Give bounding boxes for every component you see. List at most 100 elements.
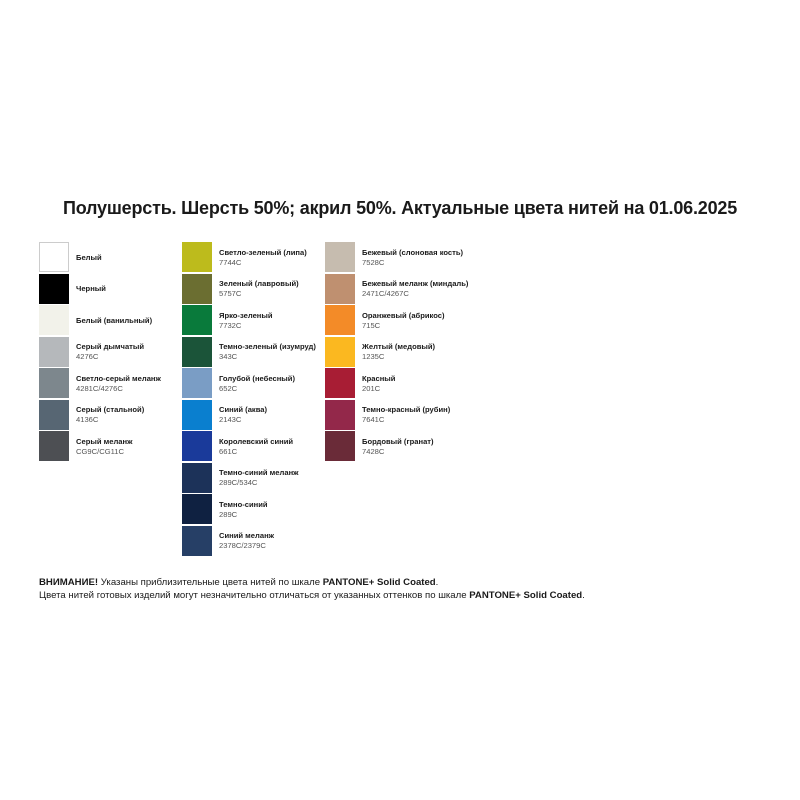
color-label: Темно-синий меланж 289C/534C	[219, 468, 299, 488]
color-label: Бежевый меланж (миндаль) 2471C/4267C	[362, 279, 468, 299]
pantone-code: 289C/534C	[219, 478, 258, 488]
color-swatch	[325, 368, 355, 398]
color-swatch	[325, 242, 355, 272]
color-label: Синий (аква) 2143C	[219, 405, 267, 425]
pantone-code: 1235C	[362, 352, 385, 362]
color-swatch	[182, 336, 212, 367]
color-label: Темно-синий 289C	[219, 500, 268, 520]
color-name: Желтый (медовый)	[362, 342, 436, 352]
pantone-code: 4136C	[76, 415, 99, 425]
pantone-code: 7732C	[219, 320, 242, 330]
color-label: Желтый (медовый) 1235C	[362, 342, 435, 362]
color-swatch	[325, 305, 355, 335]
color-swatch	[325, 336, 355, 367]
color-label: Серый дымчатый 4276C	[76, 342, 144, 362]
color-name: Ярко-зеленый	[219, 310, 273, 320]
color-swatch	[182, 368, 212, 398]
color-name: Белый (ванильный)	[76, 315, 153, 325]
color-swatch	[325, 399, 355, 430]
color-name: Оранжевый (абрикос)	[362, 310, 445, 320]
color-swatch	[39, 431, 69, 461]
color-label: Зеленый (лавровый) 5757C	[219, 279, 299, 299]
color-swatch	[182, 242, 212, 272]
color-label: Белый (ванильный)	[76, 316, 152, 326]
color-label: Оранжевый (абрикос) 715C	[362, 311, 445, 331]
color-name: Голубой (небесный)	[219, 373, 295, 383]
color-swatch	[39, 305, 69, 335]
pantone-code: 289C	[219, 509, 238, 519]
color-name: Темно-синий меланж	[219, 468, 299, 478]
color-swatch	[39, 399, 69, 430]
color-name: Синий (аква)	[219, 405, 268, 415]
color-name: Темно-красный (рубин)	[362, 405, 451, 415]
page-title: Полушерсть. Шерсть 50%; акрил 50%. Актуа…	[62, 198, 738, 218]
color-swatch	[182, 305, 212, 335]
pantone-code: 7428C	[362, 446, 385, 456]
pantone-label: PANTONE+ Solid Coated	[469, 590, 583, 601]
pantone-code: 2143C	[219, 415, 242, 425]
color-swatch	[39, 273, 69, 304]
color-name: Светло-серый меланж	[76, 373, 161, 383]
color-swatch	[182, 273, 212, 304]
color-label: Голубой (небесный) 652C	[219, 374, 295, 394]
notice-text: Цвета нитей готовых изделий могут незнач…	[39, 590, 470, 601]
color-label: Бежевый (слоновая кость) 7528C	[362, 248, 463, 268]
color-name: Черный	[76, 284, 106, 294]
color-name: Серый дымчатый	[76, 342, 145, 352]
color-name: Бежевый (слоновая кость)	[362, 247, 464, 257]
color-swatch	[39, 368, 69, 398]
color-swatch	[182, 462, 212, 493]
color-swatch	[39, 242, 69, 272]
pantone-code: 652C	[219, 383, 238, 393]
color-label: Светло-серый меланж 4281C/4276C	[76, 374, 161, 394]
color-name: Бордовый (гранат)	[362, 436, 434, 446]
warning-label: ВНИМАНИЕ!	[39, 577, 99, 588]
notice-line-1: ВНИМАНИЕ! Указаны приблизительные цвета …	[39, 577, 779, 589]
color-label: Темно-зеленый (изумруд) 343C	[219, 342, 316, 362]
color-label: Серый (стальной) 4136C	[76, 405, 144, 425]
color-label: Синий меланж 2378C/2379C	[219, 531, 274, 551]
color-name: Светло-зеленый (липа)	[219, 247, 307, 257]
color-swatch	[182, 431, 212, 461]
color-name: Белый	[76, 252, 102, 262]
color-name: Темно-синий	[219, 499, 268, 509]
color-name: Темно-зеленый (изумруд)	[219, 342, 316, 352]
color-swatch	[182, 399, 212, 430]
notice-line-2: Цвета нитей готовых изделий могут незнач…	[39, 590, 779, 602]
color-name: Серый меланж	[76, 436, 133, 446]
color-name: Серый (стальной)	[76, 405, 145, 415]
color-label: Королевский синий 661C	[219, 437, 293, 457]
color-swatch	[325, 431, 355, 461]
pantone-code: CG9C/CG11C	[76, 446, 124, 456]
notice-text: Указаны приблизительные цвета нитей по ш…	[98, 577, 323, 588]
color-label: Бордовый (гранат) 7428C	[362, 437, 434, 457]
color-swatch	[325, 273, 355, 304]
pantone-code: 661C	[219, 446, 238, 456]
pantone-code: 7641C	[362, 415, 385, 425]
punct: .	[582, 590, 585, 601]
color-label: Темно-красный (рубин) 7641C	[362, 405, 450, 425]
color-label: Серый меланж CG9C/CG11C	[76, 437, 132, 457]
color-label: Красный 201C	[362, 374, 395, 394]
color-name: Красный	[362, 373, 396, 383]
color-name: Бежевый меланж (миндаль)	[362, 279, 469, 289]
pantone-code: 715C	[362, 320, 381, 330]
pantone-code: 7744C	[219, 257, 242, 267]
color-name: Зеленый (лавровый)	[219, 279, 299, 289]
color-label: Светло-зеленый (липа) 7744C	[219, 248, 307, 268]
pantone-code: 2471C/4267C	[362, 289, 409, 299]
pantone-label: PANTONE+ Solid Coated	[322, 577, 436, 588]
color-swatch	[39, 336, 69, 367]
color-label: Белый	[76, 253, 102, 263]
pantone-code: 7528C	[362, 257, 385, 267]
pantone-code: 2378C/2379C	[219, 541, 266, 551]
color-label: Ярко-зеленый 7732C	[219, 311, 273, 331]
pantone-code: 343C	[219, 352, 238, 362]
color-label: Черный	[76, 284, 106, 294]
color-swatch	[182, 494, 212, 524]
pantone-code: 4281C/4276C	[76, 383, 123, 393]
color-name: Синий меланж	[219, 531, 275, 541]
pantone-code: 4276C	[76, 352, 99, 362]
color-swatch	[182, 525, 212, 556]
pantone-code: 201C	[362, 383, 381, 393]
